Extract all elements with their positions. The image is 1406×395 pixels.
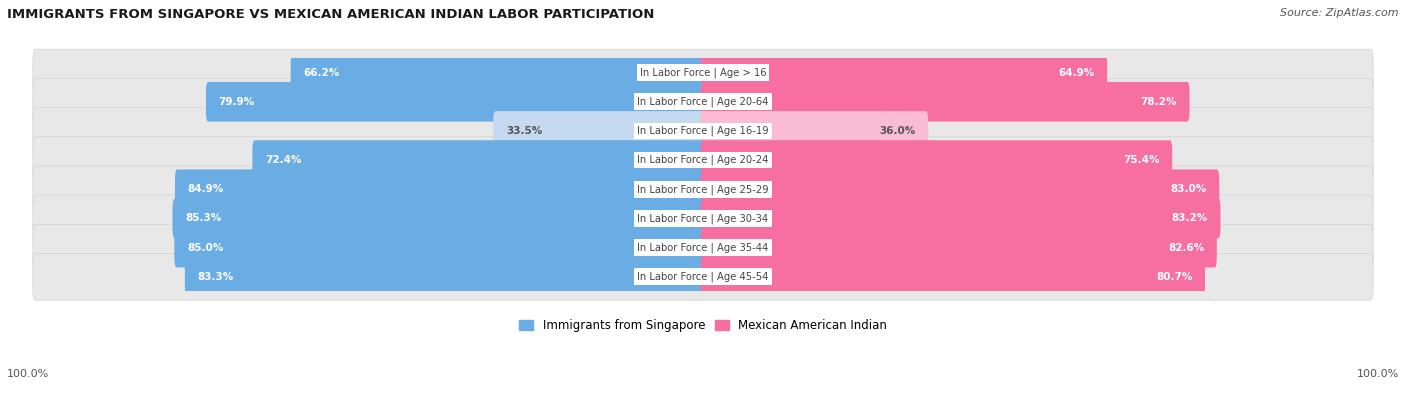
Text: 80.7%: 80.7% xyxy=(1156,272,1192,282)
FancyBboxPatch shape xyxy=(32,79,1374,125)
FancyBboxPatch shape xyxy=(700,199,1220,238)
Text: 66.2%: 66.2% xyxy=(304,68,340,77)
FancyBboxPatch shape xyxy=(184,257,706,297)
Text: In Labor Force | Age 45-54: In Labor Force | Age 45-54 xyxy=(637,271,769,282)
Text: 36.0%: 36.0% xyxy=(879,126,915,136)
Text: 83.3%: 83.3% xyxy=(197,272,233,282)
FancyBboxPatch shape xyxy=(700,169,1219,209)
FancyBboxPatch shape xyxy=(494,111,706,151)
Text: 64.9%: 64.9% xyxy=(1059,68,1094,77)
FancyBboxPatch shape xyxy=(291,53,706,92)
Text: IMMIGRANTS FROM SINGAPORE VS MEXICAN AMERICAN INDIAN LABOR PARTICIPATION: IMMIGRANTS FROM SINGAPORE VS MEXICAN AME… xyxy=(7,8,654,21)
FancyBboxPatch shape xyxy=(700,53,1107,92)
Text: In Labor Force | Age 20-24: In Labor Force | Age 20-24 xyxy=(637,155,769,166)
FancyBboxPatch shape xyxy=(700,82,1189,122)
Text: 33.5%: 33.5% xyxy=(506,126,543,136)
Text: 100.0%: 100.0% xyxy=(7,369,49,379)
Text: 83.0%: 83.0% xyxy=(1170,184,1206,194)
FancyBboxPatch shape xyxy=(174,228,706,267)
Text: In Labor Force | Age > 16: In Labor Force | Age > 16 xyxy=(640,67,766,78)
FancyBboxPatch shape xyxy=(32,254,1374,300)
FancyBboxPatch shape xyxy=(700,140,1173,180)
Text: Source: ZipAtlas.com: Source: ZipAtlas.com xyxy=(1281,8,1399,18)
FancyBboxPatch shape xyxy=(173,199,706,238)
Text: In Labor Force | Age 35-44: In Labor Force | Age 35-44 xyxy=(637,243,769,253)
Text: In Labor Force | Age 16-19: In Labor Force | Age 16-19 xyxy=(637,126,769,136)
Text: In Labor Force | Age 20-64: In Labor Force | Age 20-64 xyxy=(637,96,769,107)
FancyBboxPatch shape xyxy=(252,140,706,180)
FancyBboxPatch shape xyxy=(32,137,1374,183)
Text: In Labor Force | Age 25-29: In Labor Force | Age 25-29 xyxy=(637,184,769,194)
Text: 83.2%: 83.2% xyxy=(1171,213,1208,224)
FancyBboxPatch shape xyxy=(700,257,1205,297)
Legend: Immigrants from Singapore, Mexican American Indian: Immigrants from Singapore, Mexican Ameri… xyxy=(515,314,891,337)
FancyBboxPatch shape xyxy=(174,169,706,209)
FancyBboxPatch shape xyxy=(32,166,1374,213)
FancyBboxPatch shape xyxy=(205,82,706,122)
Text: 72.4%: 72.4% xyxy=(264,155,301,165)
FancyBboxPatch shape xyxy=(700,111,928,151)
Text: 100.0%: 100.0% xyxy=(1357,369,1399,379)
FancyBboxPatch shape xyxy=(700,228,1216,267)
Text: 82.6%: 82.6% xyxy=(1168,243,1204,252)
Text: 84.9%: 84.9% xyxy=(187,184,224,194)
Text: 85.3%: 85.3% xyxy=(186,213,221,224)
Text: 85.0%: 85.0% xyxy=(187,243,224,252)
FancyBboxPatch shape xyxy=(32,107,1374,154)
FancyBboxPatch shape xyxy=(32,195,1374,242)
Text: 78.2%: 78.2% xyxy=(1140,97,1177,107)
FancyBboxPatch shape xyxy=(32,224,1374,271)
Text: In Labor Force | Age 30-34: In Labor Force | Age 30-34 xyxy=(637,213,769,224)
FancyBboxPatch shape xyxy=(32,49,1374,96)
Text: 79.9%: 79.9% xyxy=(218,97,254,107)
Text: 75.4%: 75.4% xyxy=(1123,155,1160,165)
